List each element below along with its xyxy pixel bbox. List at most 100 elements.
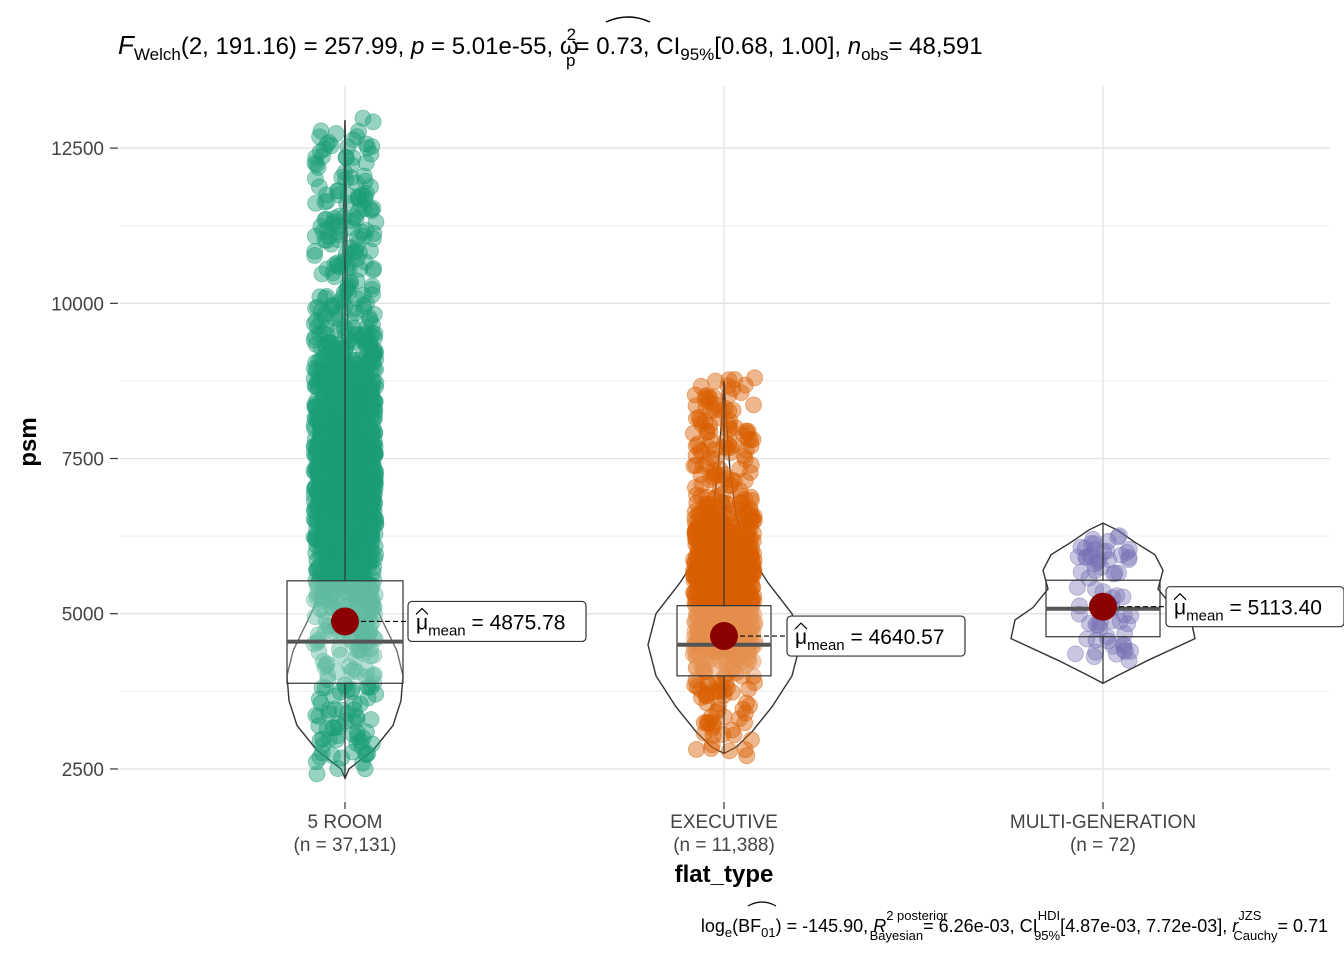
data-point <box>362 145 380 163</box>
data-point <box>311 731 329 749</box>
y-tick-label: 12500 <box>51 139 104 160</box>
data-point <box>364 453 382 470</box>
violin-outline <box>647 380 801 755</box>
chart-caption: loge(BF01) = -145.90, R2 posterior Bayesi… <box>701 908 1328 943</box>
data-point <box>307 312 325 330</box>
data-point <box>311 748 329 766</box>
data-point <box>343 156 361 174</box>
data-point <box>318 395 336 413</box>
data-point <box>688 741 705 758</box>
data-point <box>697 686 715 704</box>
data-point <box>335 320 353 338</box>
data-point <box>363 735 381 753</box>
x-tick-label: EXECUTIVE <box>670 812 778 833</box>
data-point <box>324 296 342 314</box>
data-point <box>359 524 376 542</box>
data-point <box>310 707 328 725</box>
data-point <box>350 122 367 140</box>
data-point <box>322 469 340 487</box>
data-point <box>326 213 344 231</box>
data-point <box>1122 642 1139 660</box>
data-point <box>314 222 332 240</box>
data-point <box>701 534 719 552</box>
x-tick-label: 5 ROOM <box>308 812 383 833</box>
data-point <box>344 131 362 149</box>
data-point <box>364 199 382 217</box>
data-point <box>326 209 343 227</box>
data-point <box>367 213 385 231</box>
data-point <box>350 395 368 413</box>
data-point <box>333 749 351 767</box>
data-point <box>341 523 359 541</box>
data-point <box>310 352 328 370</box>
y-tick-label: 2500 <box>62 760 104 781</box>
data-point <box>363 434 380 451</box>
data-point <box>745 561 763 579</box>
data-point <box>732 523 750 541</box>
data-point <box>687 479 704 496</box>
data-point <box>1082 548 1099 566</box>
data-point <box>728 558 745 576</box>
data-point <box>344 464 361 482</box>
data-point <box>316 231 334 249</box>
data-point <box>306 247 323 264</box>
data-point <box>314 652 332 670</box>
data-point <box>363 277 381 295</box>
data-point <box>339 276 357 294</box>
data-point <box>337 171 355 188</box>
data-point <box>352 328 370 346</box>
data-point <box>328 257 346 275</box>
data-point <box>725 436 743 453</box>
data-point <box>699 561 717 579</box>
data-point <box>357 154 375 172</box>
data-point <box>307 149 325 166</box>
data-point <box>741 464 759 481</box>
data-point <box>306 243 324 260</box>
data-point <box>326 355 344 373</box>
data-point <box>351 244 368 262</box>
data-point <box>357 222 375 239</box>
mean-point <box>710 622 738 651</box>
data-point <box>313 265 331 283</box>
x-tick-count: (n = 37,131) <box>294 835 397 856</box>
data-point <box>367 361 385 378</box>
data-point <box>1067 645 1084 663</box>
data-point <box>308 765 326 783</box>
data-point <box>314 730 332 748</box>
data-point <box>360 498 378 516</box>
data-point <box>343 683 360 701</box>
x-tick-label: MULTI-GENERATION <box>1010 812 1196 833</box>
mean-point <box>1089 592 1117 621</box>
y-axis: 2500 5000 7500 10000 12500 <box>51 139 118 781</box>
data-point <box>350 189 368 207</box>
data-point <box>306 170 324 188</box>
data-point <box>365 480 383 498</box>
data-point <box>708 579 726 597</box>
data-point <box>321 518 339 536</box>
data-point <box>353 738 371 756</box>
data-point <box>320 730 338 748</box>
chart-title: FWelch(2, 191.16) = 257.99, p = 5.01e-55… <box>118 25 983 70</box>
r-hat <box>747 901 777 907</box>
data-point <box>720 386 738 404</box>
x-tick-count: (n = 72) <box>1070 835 1136 856</box>
mean-point <box>331 607 359 636</box>
x-axis-title: flat_type <box>675 861 774 888</box>
data-point <box>691 506 709 523</box>
data-point <box>312 442 330 460</box>
data-point <box>345 701 363 719</box>
data-point <box>354 109 372 127</box>
data-point <box>353 186 371 204</box>
data-point <box>739 507 756 525</box>
data-point <box>348 371 366 389</box>
x-tick-count: (n = 11,388) <box>673 835 775 856</box>
data-point <box>720 371 738 389</box>
data-point <box>719 679 736 697</box>
data-point <box>686 386 704 404</box>
data-point <box>310 690 328 708</box>
data-point <box>307 753 325 771</box>
data-point <box>708 703 725 721</box>
data-point <box>312 122 330 140</box>
